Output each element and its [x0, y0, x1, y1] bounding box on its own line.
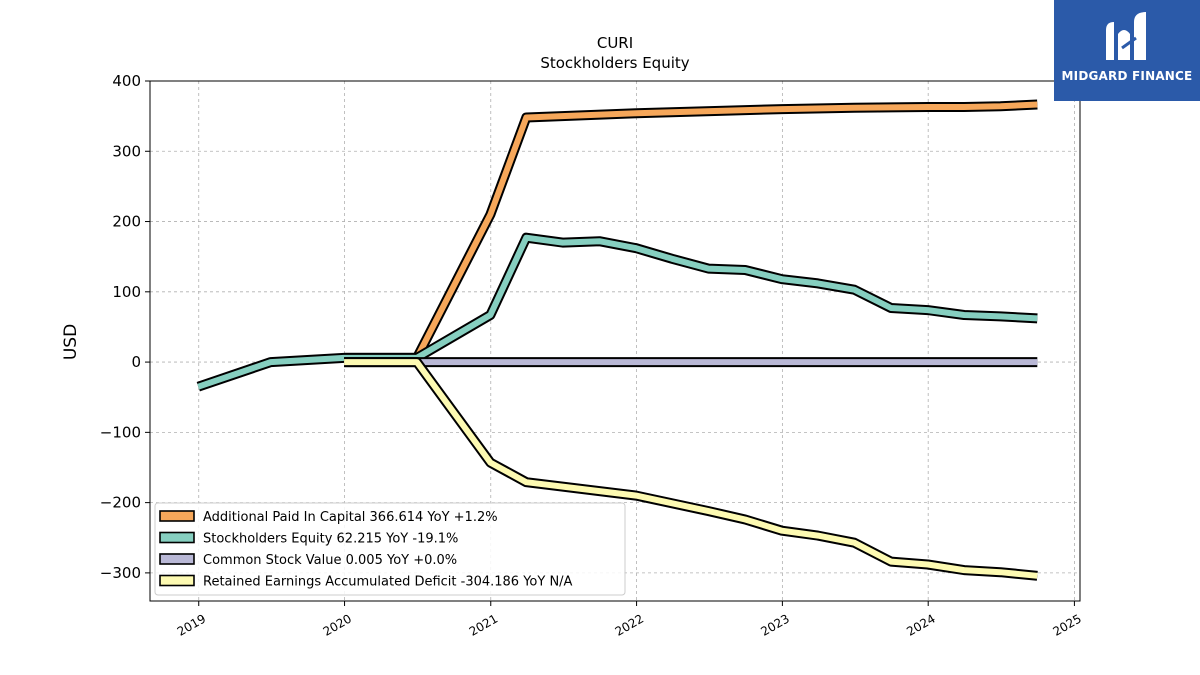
legend-label: Common Stock Value 0.005 YoY +0.0% — [203, 553, 457, 568]
legend-swatch — [159, 574, 195, 587]
y-tick-label: 100 — [112, 283, 141, 301]
series-layer — [196, 99, 1038, 581]
x-tick-label: 2021 — [467, 611, 500, 638]
legend-swatch — [159, 531, 195, 544]
legend-label: Retained Earnings Accumulated Deficit -3… — [203, 575, 573, 590]
series-line — [344, 359, 1038, 579]
x-tick-label: 2025 — [1050, 611, 1083, 638]
legend-label: Additional Paid In Capital 366.614 YoY +… — [203, 510, 498, 525]
x-tick-label: 2022 — [613, 611, 646, 638]
chart-subtitle: Stockholders Equity — [540, 54, 689, 72]
legend-box — [154, 502, 626, 596]
y-tick-label: 400 — [112, 72, 141, 90]
series-line — [197, 234, 1038, 390]
legend-swatch — [159, 553, 195, 565]
plot-frame — [149, 80, 1081, 602]
legend-swatch — [159, 510, 195, 522]
y-tick-label: −300 — [100, 564, 141, 582]
y-tick-label: 200 — [112, 213, 141, 231]
y-tick-label: −100 — [100, 423, 141, 441]
midgard-logo-mark-icon — [1106, 12, 1146, 60]
legend-label: Stockholders Equity 62.215 YoY -19.1% — [203, 532, 458, 547]
x-tick-label: 2019 — [175, 611, 208, 638]
y-tick-label: −200 — [100, 494, 141, 512]
x-tick-label: 2020 — [321, 611, 354, 638]
chart-title: CURI — [597, 34, 633, 52]
x-tick-label: 2024 — [904, 611, 937, 638]
y-tick-label: 0 — [131, 353, 141, 371]
series-2 — [196, 232, 1038, 392]
series-1 — [344, 99, 1038, 363]
midgard-finance-logo: MIDGARD FINANCE — [1054, 0, 1200, 101]
legend: Additional Paid In Capital 366.614 YoY +… — [154, 502, 626, 596]
y-axis-label: USD — [61, 324, 81, 360]
y-tick-label: 300 — [112, 142, 141, 160]
logo-text: MIDGARD FINANCE — [1061, 69, 1193, 83]
series-4 — [344, 357, 1038, 581]
series-line — [344, 101, 1038, 361]
x-tick-label: 2023 — [758, 611, 791, 638]
series-line-outline — [344, 99, 1038, 363]
